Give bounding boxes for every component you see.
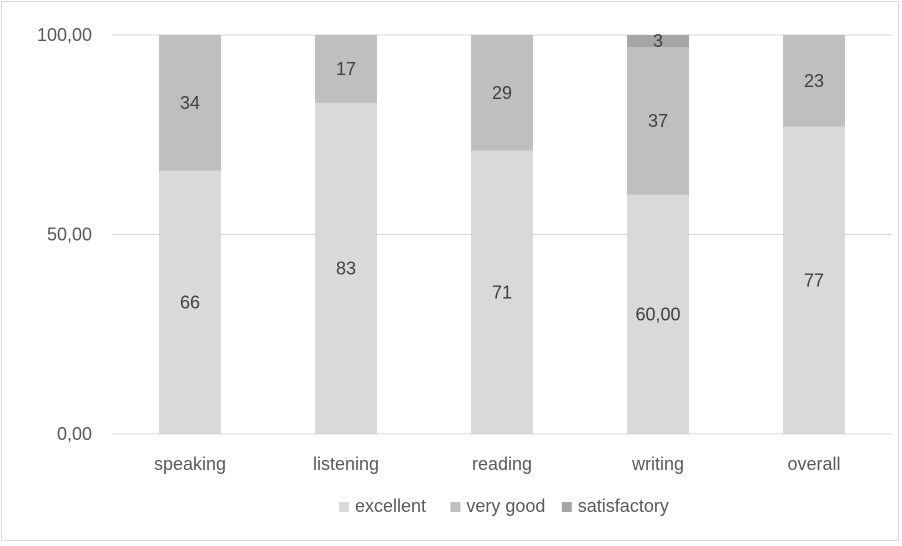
x-tick-label: speaking <box>154 454 226 474</box>
bar-segment <box>783 35 845 127</box>
legend-label: satisfactory <box>578 496 669 516</box>
data-label: 23 <box>804 71 824 91</box>
x-tick-label: reading <box>472 454 532 474</box>
legend-label: excellent <box>355 496 426 516</box>
legend-label: very good <box>466 496 545 516</box>
data-label: 83 <box>336 258 356 278</box>
data-label: 71 <box>492 282 512 302</box>
data-label: 29 <box>492 83 512 103</box>
legend-swatch <box>339 502 349 512</box>
data-label: 37 <box>648 111 668 131</box>
bar-segment <box>627 194 689 434</box>
bar-segment <box>315 102 377 434</box>
bar-segment <box>159 170 221 434</box>
bar-segment <box>471 35 533 151</box>
y-tick-label: 50,00 <box>47 225 92 245</box>
data-label: 3 <box>653 31 663 51</box>
data-label: 60,00 <box>635 304 680 324</box>
data-label: 77 <box>804 270 824 290</box>
x-tick-label: writing <box>631 454 684 474</box>
bar-segment <box>783 126 845 435</box>
bar-segment <box>471 150 533 434</box>
y-tick-label: 0,00 <box>57 424 92 444</box>
data-label: 34 <box>180 93 200 113</box>
data-label: 66 <box>180 292 200 312</box>
legend-swatch <box>450 502 461 512</box>
bar-segment <box>627 35 689 47</box>
x-tick-label: overall <box>787 454 840 474</box>
x-tick-label: listening <box>313 454 379 474</box>
y-tick-label: 100,00 <box>37 25 92 45</box>
data-label: 17 <box>336 59 356 79</box>
bar-segment <box>159 35 221 171</box>
bar-segment <box>315 35 377 103</box>
legend-swatch <box>561 502 572 512</box>
bar-segment <box>627 46 689 195</box>
